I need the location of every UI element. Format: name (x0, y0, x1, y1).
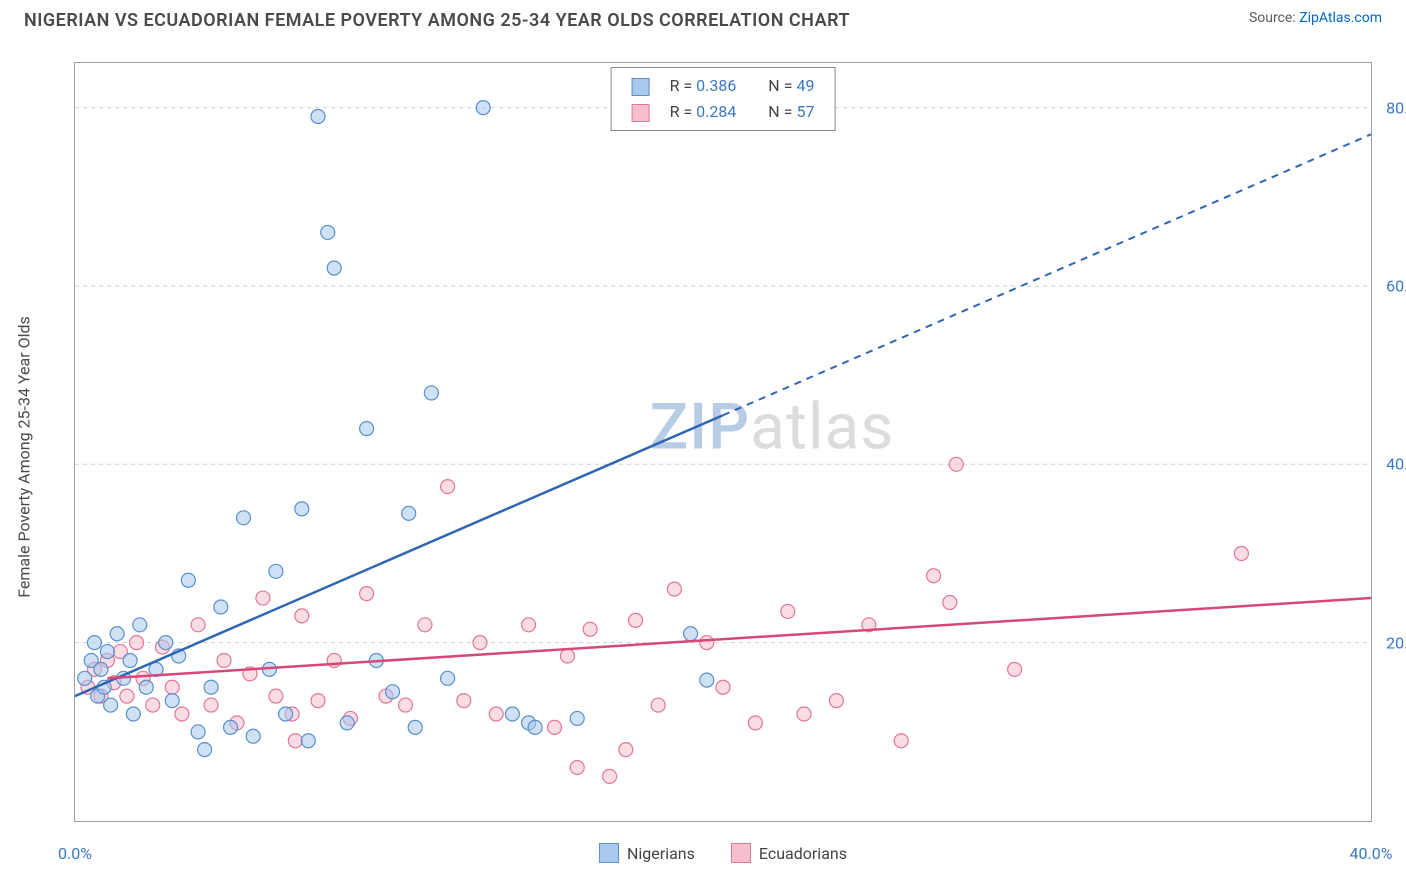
legend-stats-row-nigerians: R = 0.386 N = 49 (626, 74, 821, 98)
x-tick-label: 0.0% (58, 844, 92, 863)
legend-swatch-icon (599, 843, 619, 863)
n-value-ecuadorians: 57 (796, 102, 814, 121)
legend-swatch-ecuadorians (632, 104, 650, 122)
n-value-nigerians: 49 (796, 76, 814, 95)
legend-swatch-nigerians (632, 78, 650, 96)
legend-swatch-icon (731, 843, 751, 863)
n-label: N = (768, 102, 796, 121)
legend-series: Nigerians Ecuadorians (599, 843, 847, 863)
y-tick-label: 60.0% (1386, 276, 1406, 295)
legend-stats-row-ecuadorians: R = 0.284 N = 57 (626, 100, 821, 124)
legend-label-ecuadorians: Ecuadorians (759, 844, 847, 863)
source-prefix: Source: (1249, 10, 1299, 26)
source-line: Source: ZipAtlas.com (1249, 10, 1382, 31)
y-axis-label: Female Poverty Among 25-34 Year Olds (15, 316, 34, 598)
source-link[interactable]: ZipAtlas.com (1299, 10, 1382, 26)
trend-layer (75, 63, 1371, 821)
r-value-ecuadorians: 0.284 (696, 102, 736, 121)
r-label: R = (670, 102, 697, 121)
n-label: N = (768, 76, 796, 95)
legend-label-nigerians: Nigerians (627, 844, 695, 863)
y-tick-label: 40.0% (1386, 455, 1406, 474)
legend-stats: R = 0.386 N = 49 R = 0.284 N = 57 (611, 67, 836, 131)
chart-title: NIGERIAN VS ECUADORIAN FEMALE POVERTY AM… (24, 10, 850, 31)
r-value-nigerians: 0.386 (696, 76, 736, 95)
legend-item-ecuadorians: Ecuadorians (731, 843, 847, 863)
legend-item-nigerians: Nigerians (599, 843, 695, 863)
plot-area: ZIPatlas R = 0.386 N = 49 R = 0.284 N = … (74, 62, 1372, 822)
r-label: R = (670, 76, 697, 95)
y-tick-label: 80.0% (1386, 98, 1406, 117)
x-tick-label: 40.0% (1350, 844, 1393, 863)
y-tick-label: 20.0% (1386, 633, 1406, 652)
